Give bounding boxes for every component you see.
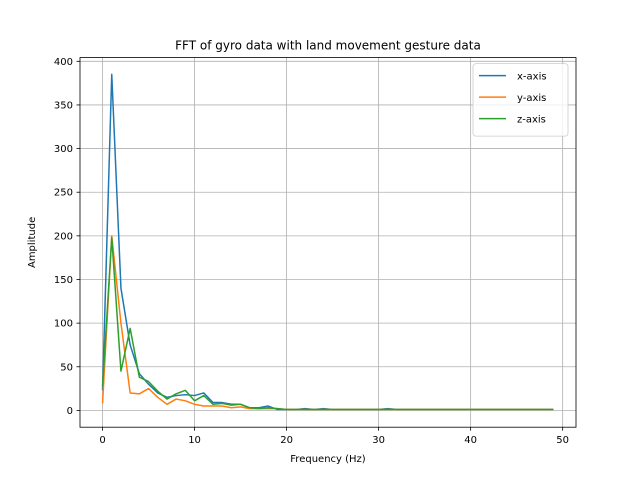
plot-frame <box>79 57 577 428</box>
y-tick-label: 300 <box>54 144 73 155</box>
x-tick-label: 40 <box>464 435 477 446</box>
chart-title: FFT of gyro data with land movement gest… <box>175 39 481 53</box>
legend-label: x-axis <box>517 72 547 83</box>
series-line-z-axis <box>101 236 554 411</box>
y-tick-label: 100 <box>54 319 73 330</box>
y-tick-label: 0 <box>67 406 73 417</box>
y-tick-label: 150 <box>54 275 73 286</box>
y-tick-label: 200 <box>54 231 73 242</box>
legend-label: y-axis <box>517 93 546 104</box>
axis-ticks: 0 10 20 30 40 50 0 50 100 150 200 250 300 350 400 <box>54 57 569 446</box>
x-tick-label: 0 <box>99 435 105 446</box>
grid <box>80 57 576 428</box>
y-axis-label: Amplitude <box>27 217 38 268</box>
x-tick-label: 50 <box>556 435 569 446</box>
y-tick-label: 250 <box>54 188 73 199</box>
x-tick-label: 10 <box>188 435 201 446</box>
y-tick-label: 350 <box>54 100 73 111</box>
y-tick-label: 400 <box>54 57 73 68</box>
x-tick-label: 30 <box>372 435 385 446</box>
legend: x-axis y-axis z-axis <box>472 63 569 137</box>
legend-label: z-axis <box>517 115 546 126</box>
y-tick-label: 50 <box>60 362 73 373</box>
series-lines <box>101 73 554 411</box>
x-axis-label: Frequency (Hz) <box>290 454 366 465</box>
x-tick-label: 20 <box>280 435 293 446</box>
